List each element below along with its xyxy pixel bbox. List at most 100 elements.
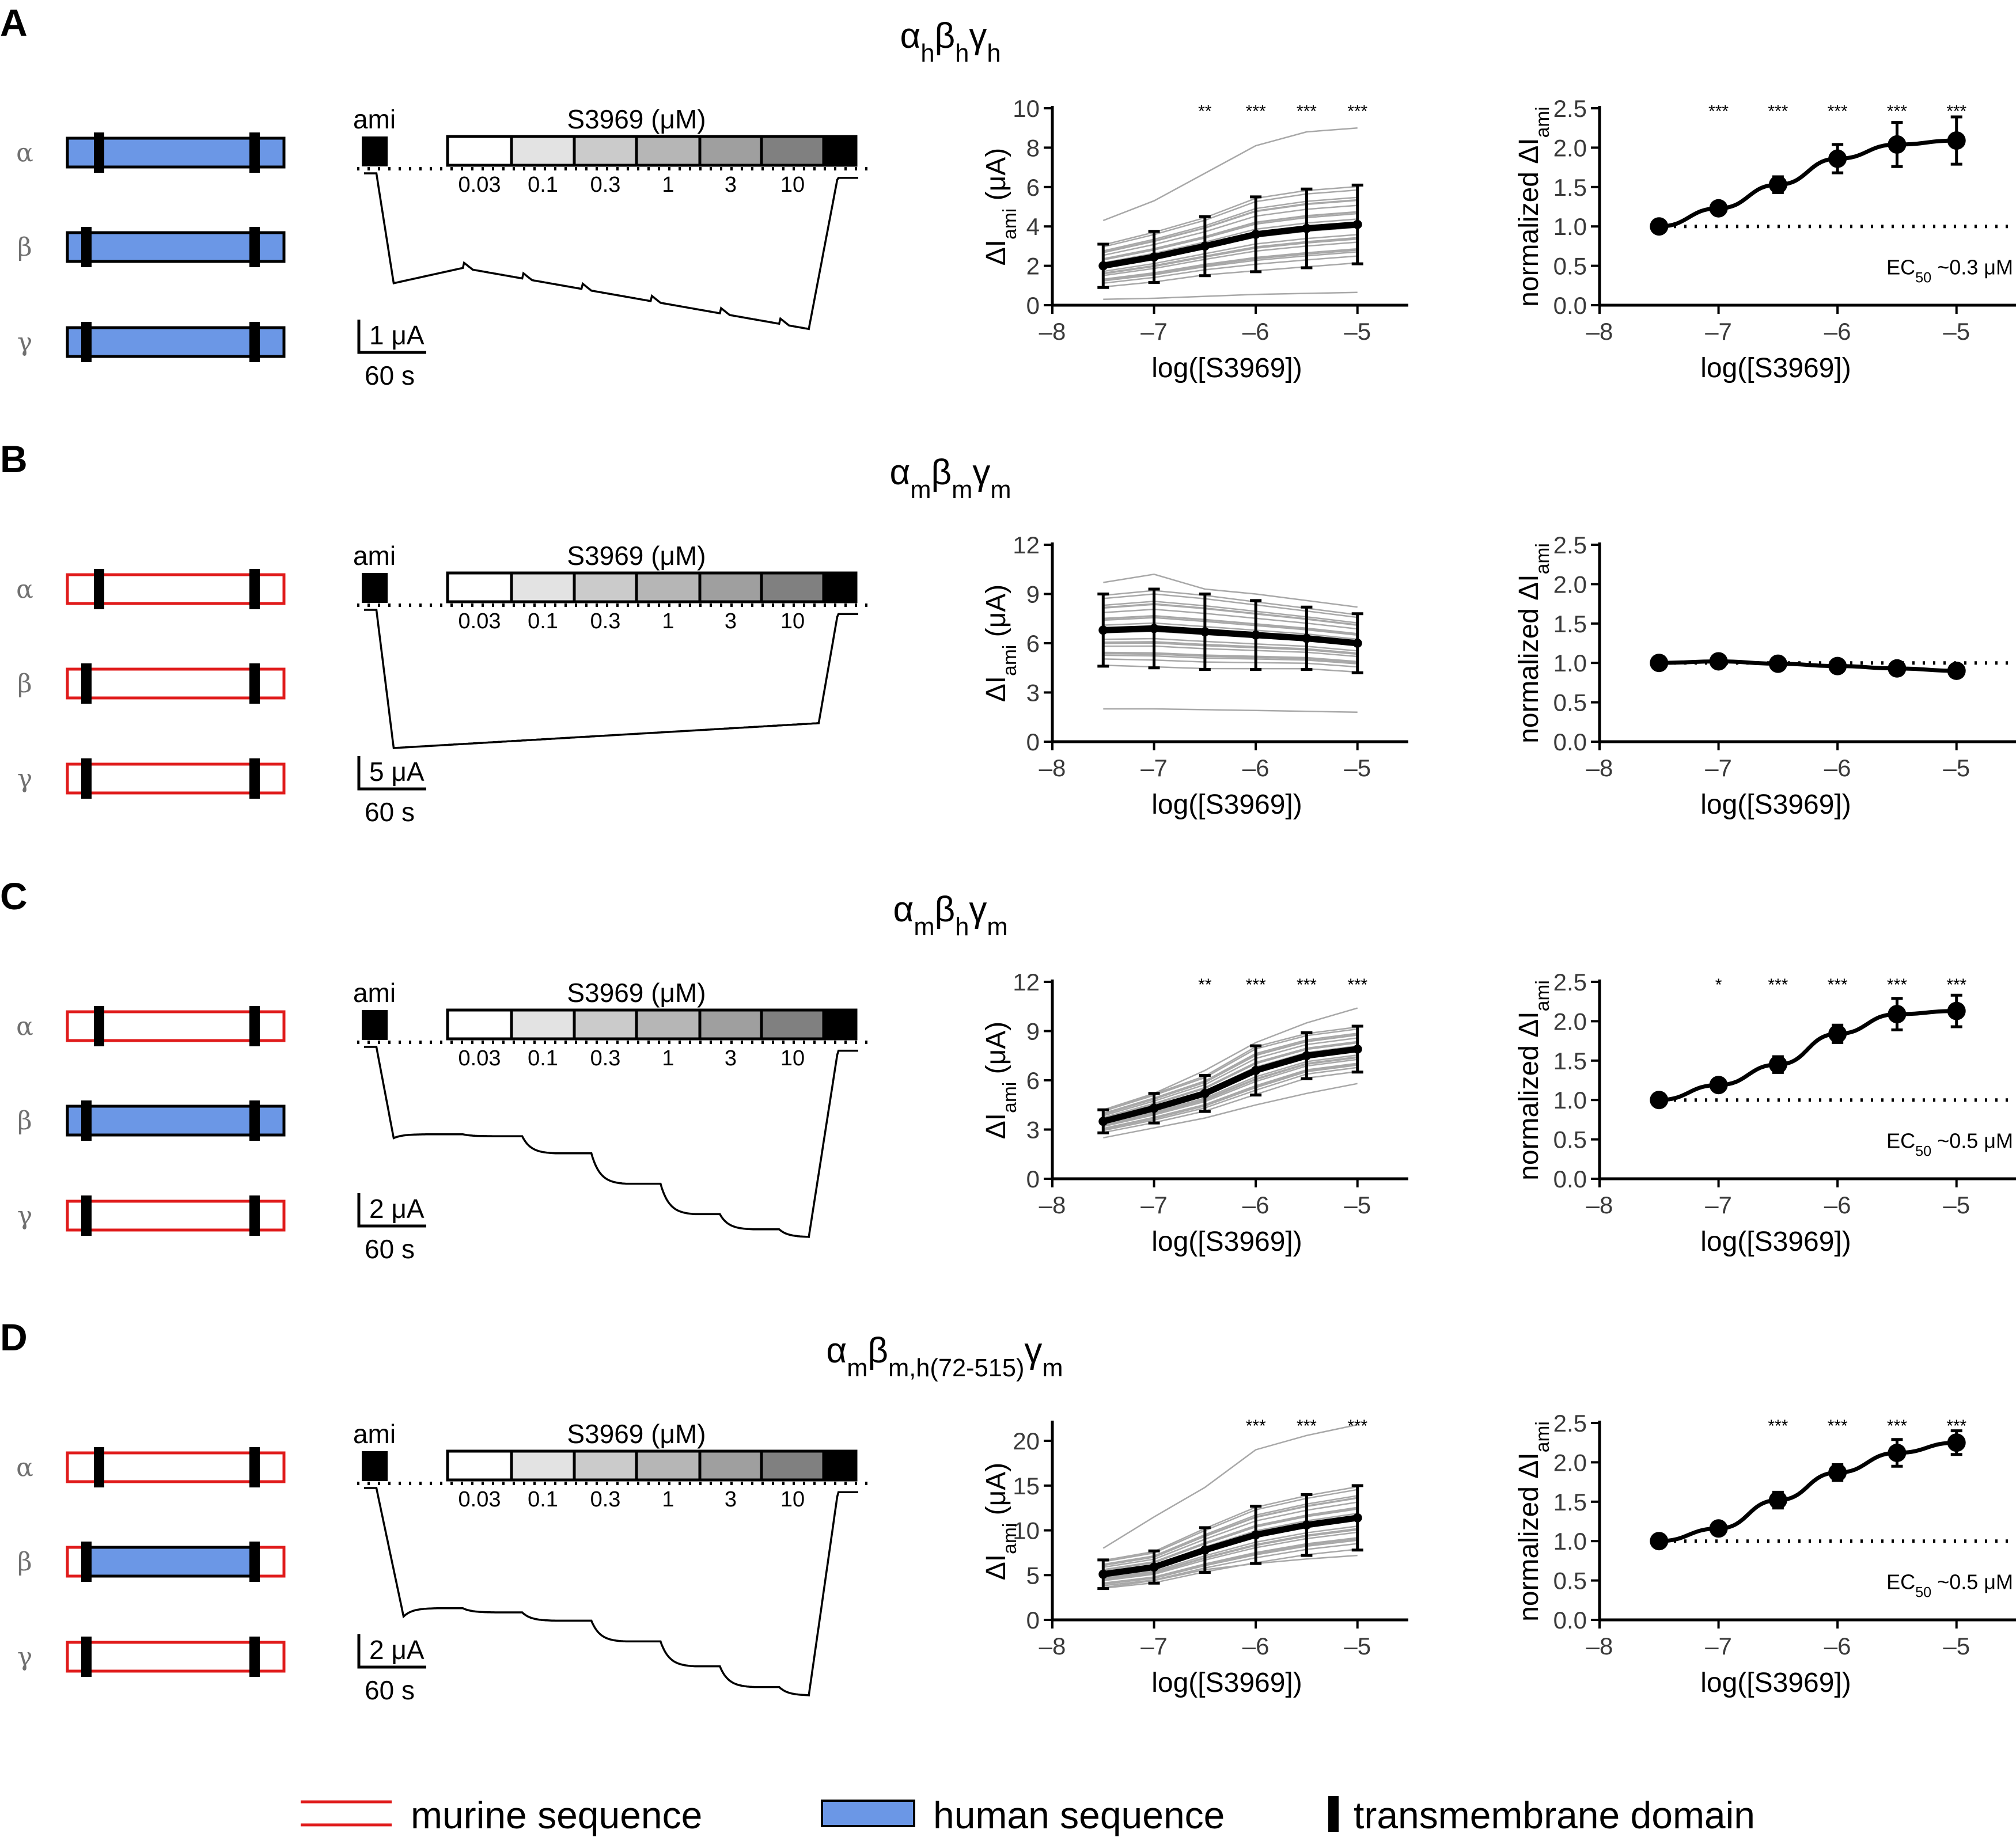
x-axis-label: log([S3969]) <box>1151 1227 1302 1257</box>
y-axis-label: normalized ΔIami <box>1514 1421 1553 1622</box>
s3969-concentration-label: 1 <box>662 1046 674 1071</box>
individual-trace <box>1103 622 1358 640</box>
legend-murine-label: murine sequence <box>411 1794 702 1836</box>
individual-trace <box>1102 1028 1358 1112</box>
x-tick-label: –8 <box>1586 318 1613 345</box>
significance-marker: *** <box>1828 1417 1848 1436</box>
ami-washout-block <box>822 1008 858 1041</box>
y-axis-label: ΔIami (μA) <box>981 584 1021 703</box>
x-tick-label: –6 <box>1242 754 1270 781</box>
significance-marker: *** <box>1887 102 1907 121</box>
panel-title: αhβhγh <box>900 16 1001 67</box>
data-point <box>1709 1519 1728 1538</box>
time-scale-label: 60 s <box>365 360 415 390</box>
s3969-concentration-box <box>510 1449 576 1482</box>
s3969-concentration-box <box>510 135 576 167</box>
data-point <box>1768 175 1787 194</box>
y-tick-label: 0 <box>1026 292 1040 319</box>
human-segment-bar <box>85 1546 256 1578</box>
individual-trace <box>1103 665 1358 673</box>
s3969-concentration-label: 0.03 <box>458 1046 501 1071</box>
individual-trace <box>1103 1543 1358 1586</box>
individual-trace <box>1103 1064 1358 1130</box>
significance-marker: *** <box>1946 1417 1966 1436</box>
significance-marker: *** <box>1768 1417 1788 1436</box>
x-tick-label: –7 <box>1705 1191 1732 1219</box>
y-tick-label: 9 <box>1026 581 1040 608</box>
individual-trace <box>1103 204 1358 256</box>
transmembrane-domain <box>249 1637 260 1677</box>
significance-marker: *** <box>1246 975 1266 994</box>
mean-line <box>1102 1046 1358 1125</box>
text-span: ΔI <box>981 676 1011 702</box>
s3969-concentration-box <box>635 1008 702 1041</box>
panel-title: αmβm,h(72-515)γm <box>826 1331 1063 1382</box>
y-tick-label: 2.0 <box>1553 1008 1587 1035</box>
legend-tm-swatch <box>1328 1796 1339 1832</box>
text-span: ΔI <box>981 240 1011 265</box>
subunit-schematic: α β γ <box>16 132 286 362</box>
data-point <box>1251 229 1261 239</box>
individual-trace <box>1103 637 1358 652</box>
s3969-concentration-label: 0.03 <box>458 173 501 197</box>
s3969-concentration-label: 0.3 <box>590 609 621 633</box>
data-point <box>1888 135 1907 154</box>
chart-b-normalized: –8 –7 –6 –5 0.0 0.5 1.0 1.5 2.0 2.5 log([S3969]) no… <box>1514 532 2016 820</box>
individual-trace <box>1103 241 1358 276</box>
x-tick-label: –7 <box>1140 318 1168 345</box>
s3969-concentration-label: 0.1 <box>528 1487 558 1512</box>
x-axis-label: log([S3969]) <box>1700 353 1851 384</box>
individual-trace <box>1103 593 1358 618</box>
transmembrane-domain <box>249 1006 260 1046</box>
murine-subunit-bar <box>66 1200 286 1232</box>
individual-trace <box>1103 651 1358 662</box>
individual-trace <box>1102 1424 1358 1549</box>
x-tick-label: –8 <box>1039 1191 1066 1219</box>
s3969-concentration-box <box>635 135 702 167</box>
individual-trace <box>1103 1495 1358 1565</box>
s3969-concentration-label: 0.3 <box>590 1487 621 1512</box>
s3969-concentration-label: 0.03 <box>458 609 501 633</box>
subscript: h <box>955 40 969 67</box>
y-tick-label: 1.0 <box>1553 1528 1587 1555</box>
s3969-concentration-box <box>698 135 763 167</box>
current-trace: ami S3969 (μM) 0.03 0.1 0.3 1 3 10 5 μA 60 s <box>353 541 874 827</box>
ami-application-block <box>362 1451 388 1481</box>
text-span: normalized ΔI <box>1514 1011 1544 1180</box>
y-tick-label: 6 <box>1026 630 1040 657</box>
significance-marker: *** <box>1246 1417 1266 1436</box>
subunit-label-alpha: α <box>16 138 33 168</box>
subscript: m <box>987 913 1007 941</box>
y-tick-label: 0.5 <box>1553 253 1587 280</box>
x-axis-label: log([S3969]) <box>1700 789 1851 820</box>
data-point <box>1709 199 1728 218</box>
y-tick-label: 2.5 <box>1553 532 1587 559</box>
text-span: β <box>867 1331 888 1371</box>
subscript: m <box>1042 1354 1063 1382</box>
data-point <box>1352 639 1362 648</box>
data-point <box>1650 654 1669 673</box>
text-span: γ <box>1024 1331 1042 1371</box>
text-span: β <box>931 453 952 492</box>
y-tick-label: 1.5 <box>1553 174 1587 201</box>
significance-marker: *** <box>1768 975 1788 994</box>
data-point <box>1098 625 1108 635</box>
x-tick-label: –5 <box>1344 1633 1371 1660</box>
text-span: ΔI <box>981 1113 1011 1139</box>
individual-trace <box>1103 601 1358 624</box>
s3969-concentration-label: 3 <box>725 1487 737 1512</box>
individual-trace <box>1103 1083 1358 1139</box>
subunit-label-beta: β <box>17 233 32 262</box>
y-tick-label: 15 <box>1013 1472 1040 1500</box>
ami-washout-block <box>822 1449 858 1482</box>
data-point <box>1352 219 1362 229</box>
subscript: m <box>990 476 1011 504</box>
s3969-concentration-label: 0.3 <box>590 1046 621 1071</box>
individual-trace <box>1103 1531 1358 1582</box>
ami-application-block <box>362 136 388 166</box>
subscript: h <box>920 40 934 67</box>
y-tick-label: 0 <box>1026 1607 1040 1634</box>
significance-marker: *** <box>1828 102 1848 121</box>
data-point <box>1200 627 1210 637</box>
